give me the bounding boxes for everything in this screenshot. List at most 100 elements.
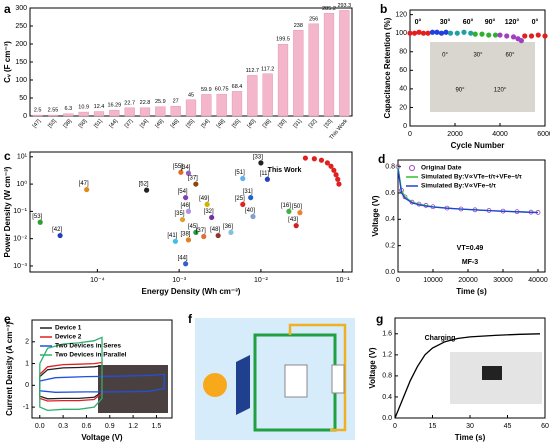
data-point — [468, 30, 474, 36]
y-tick-label: 60 — [399, 67, 407, 74]
data-point — [510, 34, 517, 40]
point-label: [25] — [235, 196, 245, 202]
y-tick-label: 150 — [15, 59, 27, 66]
x-tick-label: 10000 — [423, 277, 443, 284]
data-point — [328, 163, 334, 169]
x-tick-label: [55] — [231, 118, 242, 129]
y-axis-label: Voltage (V) — [371, 195, 380, 237]
y-tick-label: 100 — [15, 77, 27, 84]
y-tick-label: 0 — [23, 113, 27, 120]
bar — [78, 111, 89, 117]
x-tick-label: [34] — [139, 118, 150, 129]
y-tick-label: 20 — [399, 104, 407, 111]
data-point — [429, 29, 436, 35]
x-axis-label: Time (s) — [455, 433, 486, 442]
data-point — [204, 201, 210, 208]
legend-label: Original Date — [421, 165, 462, 172]
x-tick-label: [38] — [62, 118, 73, 129]
point-label: [51] — [235, 170, 245, 176]
data-point — [183, 261, 189, 267]
bar — [308, 23, 319, 117]
y-tick-label: 0.0 — [382, 415, 392, 422]
annotation: 90° — [485, 18, 496, 26]
x-axis-label: Voltage (V) — [81, 433, 123, 442]
data-point — [324, 160, 330, 166]
point-label: [40] — [245, 208, 255, 214]
x-tick-label: 2000 — [447, 131, 463, 138]
data-point — [447, 30, 454, 36]
data-point — [420, 30, 427, 36]
y-tick-label: 120 — [395, 11, 407, 18]
point-label: [33] — [253, 154, 263, 160]
y-tick-label: 10⁻¹ — [13, 208, 27, 215]
y-tick-label: 50 — [19, 95, 27, 102]
bar — [323, 13, 335, 117]
annotation: 120° — [505, 18, 520, 26]
y-tick-label: 0.8 — [385, 163, 395, 170]
x-tick-label: [50] — [78, 118, 89, 129]
wire-yellow — [288, 323, 347, 432]
data-point — [240, 201, 246, 208]
bar — [32, 114, 43, 117]
x-tick-label: [54] — [200, 118, 211, 129]
x-tick-label: 30000 — [493, 277, 513, 284]
point-label: [54] — [178, 189, 188, 195]
point-label: [37] — [188, 176, 198, 182]
x-tick-label: [30] — [277, 118, 288, 129]
data-point — [454, 30, 460, 36]
data-line — [397, 169, 539, 214]
data-point — [37, 219, 43, 225]
point-label: [42] — [52, 227, 62, 233]
bar — [216, 93, 227, 117]
data-point — [248, 194, 254, 201]
data-point — [185, 170, 192, 176]
y-tick-label: 2 — [25, 339, 29, 346]
y-tick-label: 80 — [399, 49, 407, 56]
bar — [185, 99, 197, 117]
y-tick-label: 0.4 — [385, 216, 395, 223]
bar-value-label: 59.9 — [201, 87, 212, 93]
y-tick-label: 0 — [403, 123, 407, 130]
point-label: [52] — [139, 182, 149, 188]
series-label: This Work — [268, 167, 302, 174]
x-tick-label: 10⁻² — [254, 277, 268, 284]
panel-label: g — [376, 312, 383, 326]
bar — [170, 106, 181, 117]
annotation: 60° — [463, 18, 474, 26]
data-point — [497, 32, 503, 38]
bar-value-label: 6.3 — [65, 106, 73, 112]
data-point — [336, 181, 342, 187]
point-label: [44] — [178, 255, 188, 261]
data-point — [486, 32, 492, 38]
point-label: [32] — [204, 209, 214, 215]
data-point — [193, 181, 199, 187]
data-line — [39, 373, 165, 393]
point-label: [35] — [175, 211, 185, 217]
y-tick-label: 10¹ — [17, 154, 28, 161]
point-label: [37] — [196, 228, 206, 234]
x-tick-label: [40] — [246, 118, 257, 129]
x-tick-label: [47] — [32, 118, 43, 129]
y-tick-label: 40 — [399, 86, 407, 93]
legend-label: Two Devices in Seres — [55, 343, 121, 350]
legend-label: Simulated By:V∝VTe−t/τ+VFe−t/τ — [421, 174, 522, 181]
inset-label: 60° — [505, 53, 515, 59]
y-axis-label: Cᵥ (F cm⁻³) — [3, 41, 12, 83]
data-point — [185, 237, 192, 243]
y-tick-label: 0.2 — [385, 242, 395, 249]
plot-frame — [31, 319, 173, 419]
x-axis-label: Time (s) — [456, 287, 487, 296]
data-line — [394, 333, 541, 419]
x-tick-label: 20000 — [458, 277, 478, 284]
data-point — [172, 238, 179, 244]
bar — [124, 107, 135, 117]
point-label: [36] — [223, 224, 233, 230]
data-point — [434, 29, 440, 35]
x-tick-label: 0 — [393, 423, 397, 430]
x-tick-label: [33] — [323, 118, 334, 129]
point-label: [31] — [243, 189, 253, 195]
y-tick-label: 0 — [25, 382, 29, 389]
data-point — [209, 214, 215, 221]
y-tick-label: 0.6 — [385, 190, 395, 197]
